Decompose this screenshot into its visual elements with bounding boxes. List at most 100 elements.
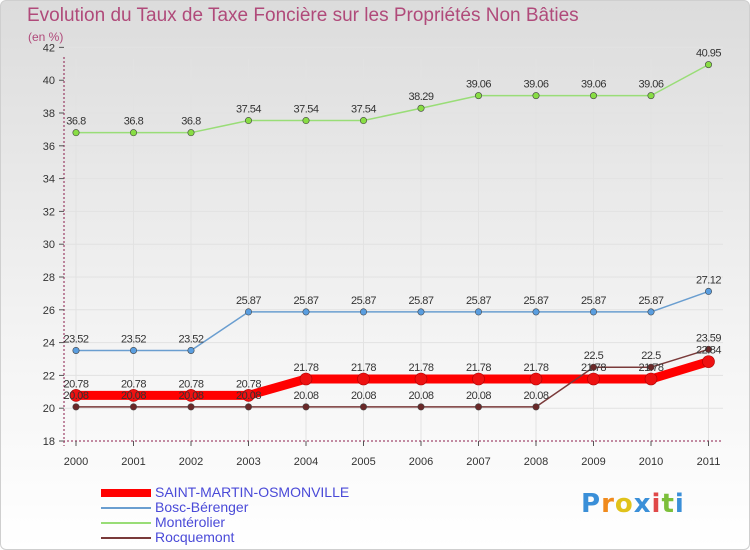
- series-rocquemont-point: [647, 363, 655, 371]
- series-saint-martin-osmonville-point: [127, 389, 140, 402]
- series-rocquemont-line: [75, 348, 710, 408]
- logo-letter: o: [614, 489, 634, 519]
- series-saint-martin-osmonville-data-label: 20.78: [178, 378, 203, 390]
- y-tick-label: 42: [43, 42, 55, 54]
- series-bosc-berenger-data-label: 25.87: [293, 295, 318, 307]
- series-monterolier-data-label: 38.29: [408, 91, 433, 103]
- series-monterolier-point: [72, 129, 80, 137]
- series-saint-martin-osmonville-point: [184, 389, 198, 402]
- y-tick-label: 26: [43, 305, 55, 317]
- x-tick-label: 2006: [409, 456, 433, 468]
- series-saint-martin-osmonville-point: [414, 372, 428, 386]
- y-tick-label: 30: [43, 239, 55, 251]
- series-rocquemont-point: [532, 403, 540, 411]
- y-tick-label: 40: [43, 75, 55, 87]
- x-tick-label: 2008: [524, 456, 548, 468]
- series-rocquemont-data-label: 20.08: [293, 390, 318, 402]
- series-monterolier-point: [302, 117, 310, 125]
- series-bosc-berenger-point: [417, 308, 425, 316]
- y-tick-label: 34: [43, 174, 55, 186]
- series-rocquemont-data-label: 22.5: [641, 350, 661, 362]
- series-monterolier-data-label: 36.8: [181, 116, 201, 128]
- legend-swatch: [101, 537, 151, 539]
- series-rocquemont-data-label: 20.08: [351, 390, 376, 402]
- series-bosc-berenger-point: [532, 308, 540, 316]
- series-bosc-berenger-point: [474, 308, 482, 316]
- legend-label: Bosc-Bérenger: [155, 499, 249, 515]
- series-saint-martin-osmonville-data-label: 21.78: [408, 362, 433, 374]
- logo-letter: r: [601, 489, 615, 519]
- series-rocquemont-point: [130, 403, 138, 411]
- series-saint-martin-osmonville-data-label: 21.78: [581, 362, 606, 374]
- x-tick-label: 2002: [179, 456, 203, 468]
- proxiti-logo: Proxiti: [581, 489, 685, 519]
- series-rocquemont-point: [359, 403, 367, 411]
- series-bosc-berenger-data-label: 25.87: [581, 295, 606, 307]
- series-monterolier-data-label: 37.54: [293, 104, 318, 116]
- chart-title: Evolution du Taux de Taxe Foncière sur l…: [27, 5, 579, 26]
- series-rocquemont-point: [72, 403, 80, 411]
- y-tick-label: 36: [43, 141, 55, 153]
- series-saint-martin-osmonville-data-label: 21.78: [293, 362, 318, 374]
- series-saint-martin-osmonville-point: [644, 372, 658, 386]
- series-monterolier-data-label: 39.06: [638, 79, 663, 91]
- series-bosc-berenger-point: [589, 308, 597, 316]
- series-saint-martin-osmonville-data-label: 22.84: [696, 345, 721, 357]
- series-saint-martin-osmonville-data-label: 20.78: [236, 378, 261, 390]
- series-bosc-berenger-data-label: 25.87: [466, 295, 491, 307]
- series-rocquemont-data-label: 20.08: [63, 390, 88, 402]
- series-saint-martin-osmonville-data-label: 21.78: [523, 362, 548, 374]
- series-saint-martin-osmonville-data-label: 20.78: [121, 378, 146, 390]
- series-saint-martin-osmonville-point: [242, 389, 255, 402]
- legend-label: Rocquemont: [155, 529, 235, 545]
- series-rocquemont-data-label: 20.08: [466, 390, 491, 402]
- logo-letter: t: [661, 489, 675, 519]
- series-rocquemont-point: [704, 345, 712, 353]
- series-rocquemont-point: [474, 403, 482, 411]
- x-tick-label: 2010: [639, 456, 663, 468]
- series-bosc-berenger-point: [130, 346, 138, 354]
- series-monterolier-data-label: 36.8: [66, 116, 86, 128]
- series-bosc-berenger-data-label: 23.52: [63, 333, 88, 345]
- logo-letter: P: [581, 489, 602, 519]
- series-rocquemont-data-label: 20.08: [178, 390, 203, 402]
- series-bosc-berenger-data-label: 23.52: [121, 333, 146, 345]
- legend-swatch: [101, 507, 151, 509]
- legend-label: SAINT-MARTIN-OSMONVILLE: [155, 484, 350, 500]
- series-saint-martin-osmonville-point: [472, 372, 485, 386]
- series-bosc-berenger-point: [647, 308, 655, 316]
- series-bosc-berenger-point: [72, 346, 80, 354]
- series-rocquemont-data-label: 20.08: [523, 390, 548, 402]
- series-monterolier-point: [359, 117, 367, 125]
- series-monterolier-data-label: 39.06: [581, 79, 606, 91]
- x-tick-label: 2000: [64, 456, 88, 468]
- legend-swatch: [101, 522, 151, 524]
- y-tick-label: 18: [43, 436, 55, 448]
- series-monterolier-data-label: 39.06: [466, 79, 491, 91]
- series-saint-martin-osmonville-point: [702, 355, 715, 368]
- series-bosc-berenger-data-label: 25.87: [638, 295, 663, 307]
- series-saint-martin-osmonville-point: [299, 372, 313, 386]
- series-bosc-berenger-line: [75, 290, 710, 352]
- series-saint-martin-osmonville-point: [69, 389, 83, 402]
- x-tick-label: 2005: [351, 456, 375, 468]
- series-bosc-berenger-data-label: 25.87: [523, 295, 548, 307]
- series-rocquemont-data-label: 20.08: [121, 390, 146, 402]
- y-tick-label: 38: [43, 108, 55, 120]
- series-monterolier-data-label: 36.8: [124, 116, 144, 128]
- x-tick-label: 2011: [697, 456, 721, 468]
- series-rocquemont-point: [589, 363, 597, 371]
- y-tick-label: 28: [43, 272, 55, 284]
- series-monterolier-point: [130, 129, 138, 137]
- series-saint-martin-osmonville-data-label: 21.78: [638, 362, 663, 374]
- logo-letter: x: [633, 489, 652, 519]
- legend-swatch: [101, 489, 151, 497]
- series-monterolier-data-label: 37.54: [236, 104, 261, 116]
- series-monterolier-point: [532, 92, 540, 100]
- y-tick-label: 22: [43, 370, 55, 382]
- x-tick-label: 2004: [294, 456, 318, 468]
- series-rocquemont-point: [417, 403, 425, 411]
- series-saint-martin-osmonville-point: [587, 372, 600, 386]
